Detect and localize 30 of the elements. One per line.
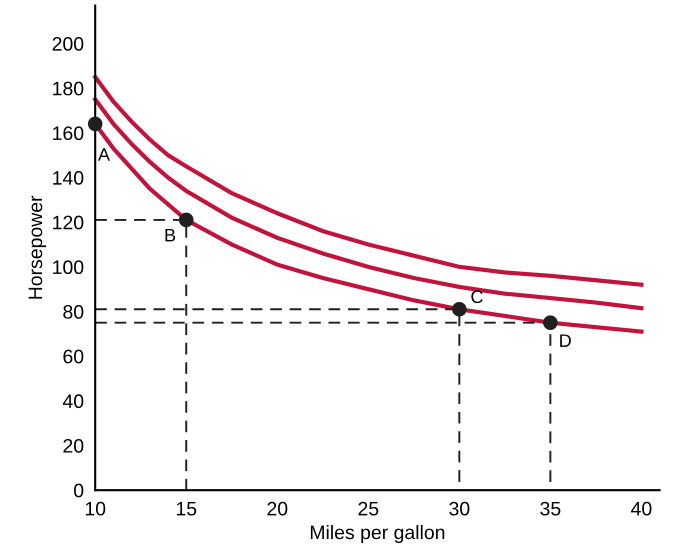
x-tick-label: 30	[449, 502, 470, 516]
y-tick-label: 100	[53, 260, 84, 274]
annotation: D	[560, 334, 571, 347]
annotation: C	[471, 290, 483, 304]
point	[543, 315, 558, 330]
line-series	[93, 97, 644, 310]
x-tick-label: 35	[540, 502, 560, 516]
x-tick-label: 10	[86, 502, 106, 516]
x-tick-label: 20	[267, 502, 288, 516]
y-tick-label: 20	[63, 438, 84, 453]
point	[452, 302, 467, 317]
y-tick-label: 40	[62, 394, 84, 408]
x-axis-title: Miles per gallon	[310, 524, 444, 544]
y-tick-label: 60	[63, 350, 84, 364]
y-axis-title: Horsepower	[28, 196, 46, 299]
annotation: A	[98, 148, 110, 161]
y-tick-label: 160	[53, 126, 84, 140]
x-tick-label: 40	[631, 502, 652, 516]
y-tick-label: 180	[53, 82, 84, 96]
y-tick-label: 120	[53, 216, 84, 230]
y-tick-label: 140	[53, 170, 84, 185]
x-tick-label: 25	[358, 502, 378, 516]
point	[178, 212, 194, 228]
annotation: B	[165, 228, 176, 242]
line-series	[93, 74, 644, 287]
point	[88, 116, 102, 132]
y-tick-label: 200	[52, 37, 84, 51]
y-tick-label: 80	[63, 304, 84, 319]
x-tick-label: 15	[176, 502, 196, 516]
y-tick-label: 0	[74, 484, 84, 498]
